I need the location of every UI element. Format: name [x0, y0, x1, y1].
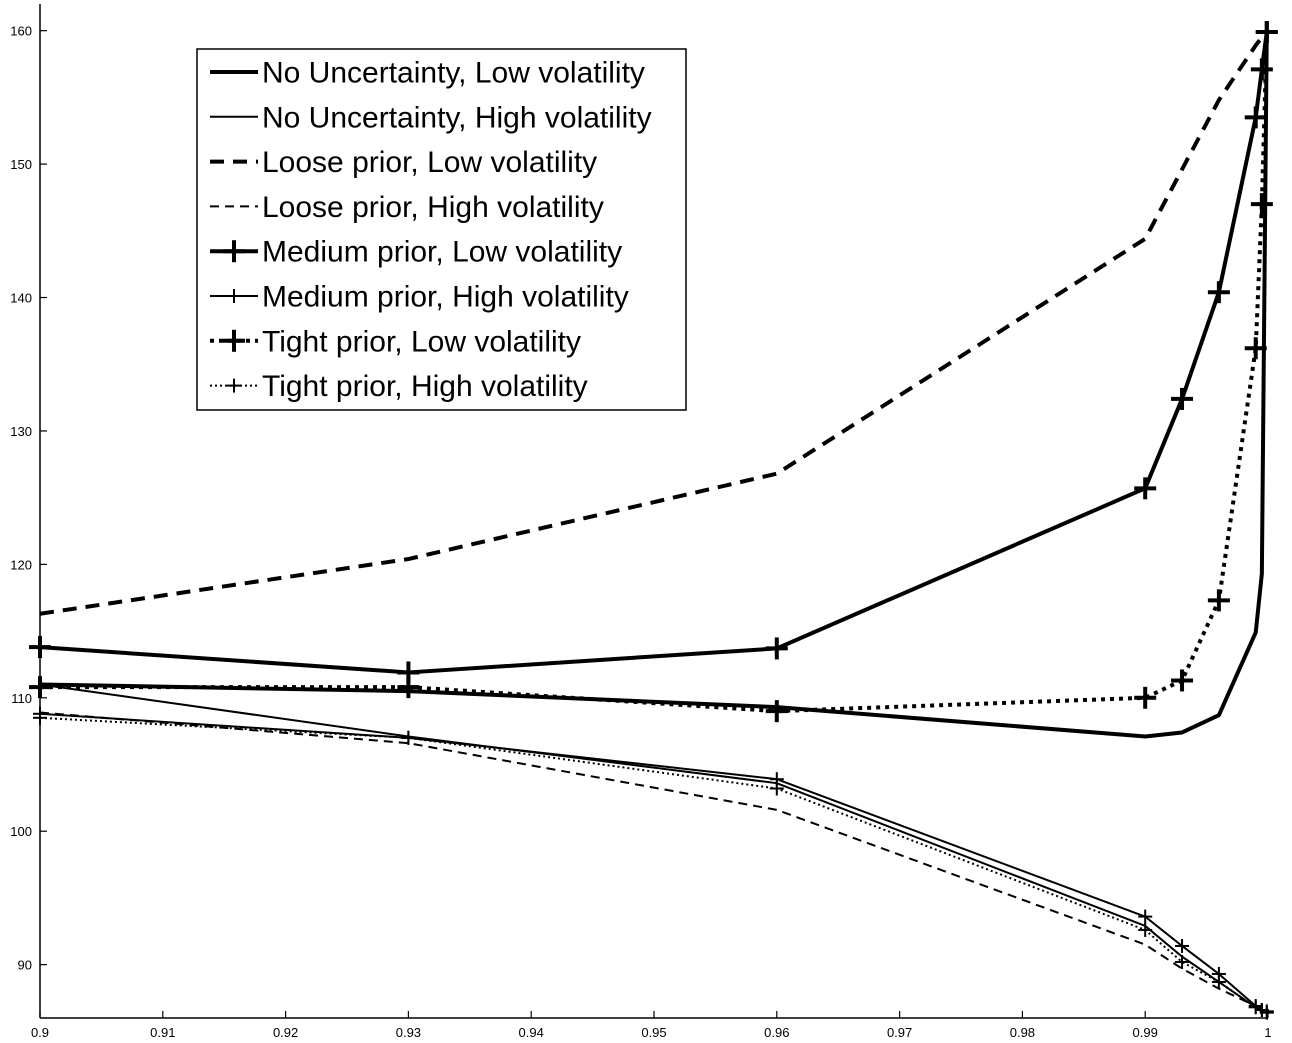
legend-marker	[223, 329, 245, 352]
legend-item: Tight prior, Low volatility	[210, 325, 581, 358]
series-8	[33, 710, 1274, 1020]
data-point-marker	[1248, 1000, 1263, 1015]
legend-label: Tight prior, High volatility	[262, 370, 588, 403]
y-tick-label: 140	[10, 291, 32, 306]
y-tick-label: 120	[10, 557, 32, 572]
legend-marker	[227, 289, 241, 303]
legend-label: Loose prior, High volatility	[262, 191, 604, 224]
data-point-marker	[401, 730, 416, 745]
series-line	[39, 716, 1268, 1014]
x-tick-label: 0.9	[31, 1025, 49, 1040]
x-tick-label: 0.92	[273, 1025, 298, 1040]
data-point-marker	[765, 637, 788, 660]
legend-marker	[227, 378, 241, 393]
series-line	[39, 30, 1269, 616]
y-tick-label: 90	[18, 958, 32, 973]
legend-item: Tight prior, High volatility	[210, 370, 588, 403]
series-7	[29, 21, 1278, 723]
legend-label: No Uncertainty, Low volatility	[262, 57, 645, 90]
series-3	[39, 30, 1269, 616]
x-tick-label: 0.91	[150, 1025, 175, 1040]
legend-item: Medium prior, High volatility	[210, 281, 629, 314]
data-point-marker	[1250, 193, 1273, 216]
legend-item: No Uncertainty, High volatility	[210, 101, 652, 134]
data-point-marker	[765, 700, 788, 723]
legend-label: No Uncertainty, High volatility	[262, 101, 652, 134]
x-tick-label: 0.95	[641, 1025, 666, 1040]
legend-item: Loose prior, High volatility	[210, 191, 604, 224]
x-tick-label: 1	[1264, 1025, 1271, 1040]
data-point-marker	[1244, 337, 1267, 360]
x-tick-label: 0.99	[1133, 1025, 1158, 1040]
ticks: 0.9 0.91 0.92 0.93 0.94 0.95 0.96 0.97 0.98 0.99 1…	[10, 24, 1271, 1040]
x-tick-label: 0.94	[519, 1025, 544, 1040]
data-point-marker	[1175, 954, 1190, 969]
x-tick-label: 0.96	[764, 1025, 789, 1040]
y-tick-label: 110	[11, 691, 32, 706]
data-point-marker	[1171, 669, 1194, 692]
series-1	[39, 30, 1269, 739]
data-point-marker	[397, 676, 420, 699]
data-point-marker	[1211, 974, 1226, 989]
series-line	[39, 30, 1269, 739]
legend: No Uncertainty, Low volatility No Uncerta…	[196, 48, 687, 411]
data-point-marker	[1175, 938, 1190, 953]
data-point-marker	[1138, 909, 1153, 924]
legend-marker	[223, 240, 245, 263]
data-point-marker	[1134, 477, 1157, 500]
x-tick-label: 0.93	[396, 1025, 421, 1040]
legend-box	[196, 48, 687, 411]
data-point-marker	[1207, 589, 1230, 612]
y-tick-label: 130	[10, 424, 32, 439]
y-tick-label: 160	[10, 24, 32, 39]
data-point-marker	[769, 781, 784, 796]
data-point-marker	[1138, 922, 1153, 937]
series-6	[33, 706, 1274, 1019]
legend-label: Medium prior, Low volatility	[262, 236, 622, 269]
legend-label: Medium prior, High volatility	[262, 281, 629, 314]
legend-item: No Uncertainty, Low volatility	[210, 57, 645, 90]
series-4	[39, 711, 1268, 1014]
legend-label: Loose prior, Low volatility	[262, 146, 597, 179]
legend-item: Loose prior, Low volatility	[210, 146, 597, 179]
data-point-marker	[1171, 387, 1194, 410]
data-point-marker	[1250, 58, 1273, 81]
data-point-marker	[1134, 686, 1157, 709]
data-point-marker	[1207, 281, 1230, 304]
series-line	[39, 711, 1268, 1014]
legend-label: Tight prior, Low volatility	[262, 325, 581, 358]
series-layer	[29, 21, 1278, 1020]
legend-item: Medium prior, Low volatility	[210, 236, 622, 269]
data-point-marker	[1255, 21, 1278, 44]
x-tick-label: 0.98	[1010, 1025, 1035, 1040]
y-tick-label: 100	[10, 824, 32, 839]
series-line	[39, 712, 1268, 1013]
y-tick-label: 150	[10, 157, 32, 172]
x-tick-label: 0.97	[887, 1025, 912, 1040]
